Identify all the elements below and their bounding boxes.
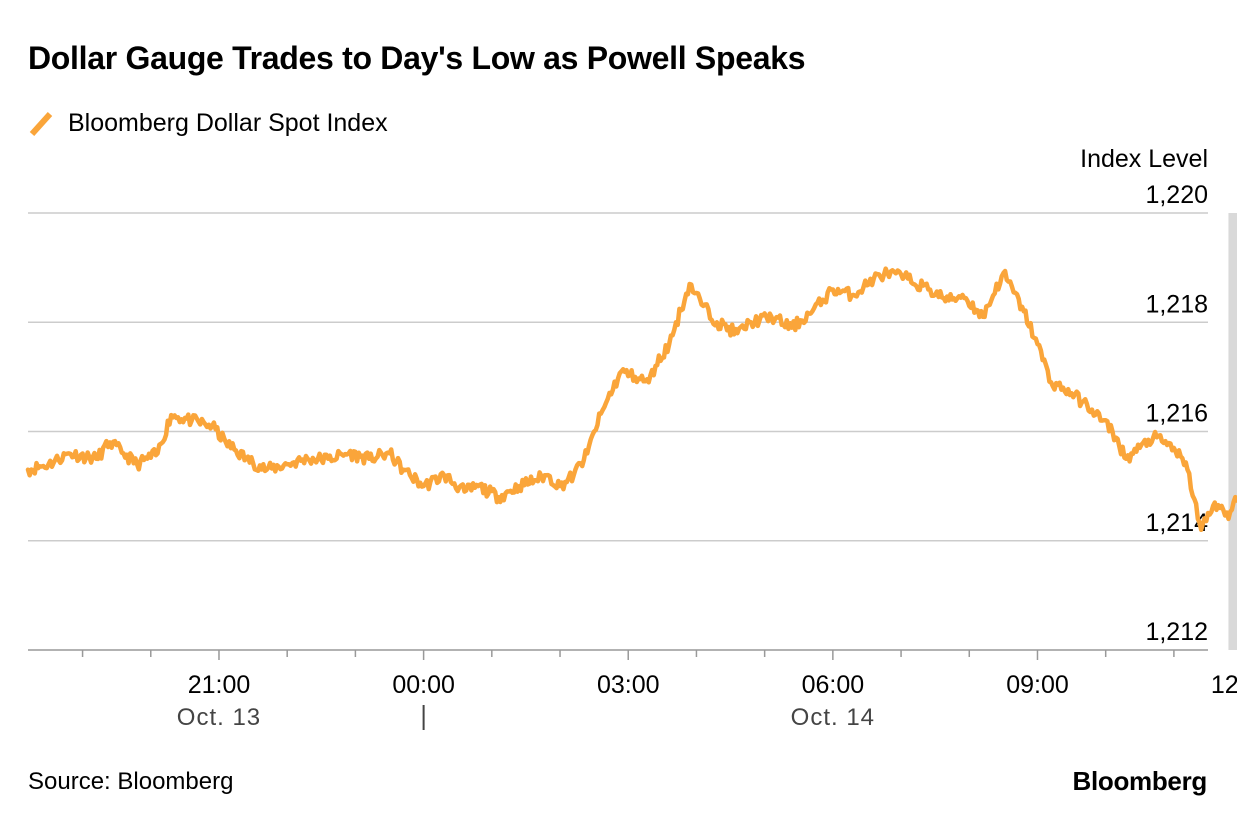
date-label-1: Oct. 14 xyxy=(791,704,875,731)
series-line-dollar-index xyxy=(25,266,1237,533)
x-tick-label-2: 03:00 xyxy=(597,671,660,699)
x-tick-label-3: 06:00 xyxy=(802,671,865,699)
y-tick-label-4: 1,220 xyxy=(1145,181,1208,209)
y-tick-label-3: 1,218 xyxy=(1145,290,1208,318)
grid-lines xyxy=(28,212,1208,542)
y-tick-label-0: 1,212 xyxy=(1145,618,1208,646)
legend: Bloomberg Dollar Spot Index xyxy=(28,106,388,140)
date-labels: Oct. 13 Oct. 14 xyxy=(177,704,875,731)
x-tick-label-4: 09:00 xyxy=(1006,671,1069,699)
legend-label: Bloomberg Dollar Spot Index xyxy=(68,108,388,137)
chart-title: Dollar Gauge Trades to Day's Low as Powe… xyxy=(28,40,806,76)
x-tick-label-1: 00:00 xyxy=(392,671,455,699)
orange-slash-icon xyxy=(29,111,53,137)
x-ticks xyxy=(81,650,1175,660)
date-label-0: Oct. 13 xyxy=(177,704,261,731)
y-axis-label: Index Level xyxy=(1080,145,1208,173)
x-tick-label-5: 12:00 xyxy=(1211,671,1237,699)
x-tick-label-0: 21:00 xyxy=(188,671,251,699)
y-tick-label-2: 1,216 xyxy=(1145,400,1208,428)
bloomberg-logo: Bloomberg xyxy=(1072,766,1207,796)
powell-highlight-band xyxy=(1228,213,1237,650)
source-note: Source: Bloomberg xyxy=(28,768,234,795)
x-tick-labels: 21:00 00:00 03:00 06:00 09:00 12:00 xyxy=(188,671,1237,699)
